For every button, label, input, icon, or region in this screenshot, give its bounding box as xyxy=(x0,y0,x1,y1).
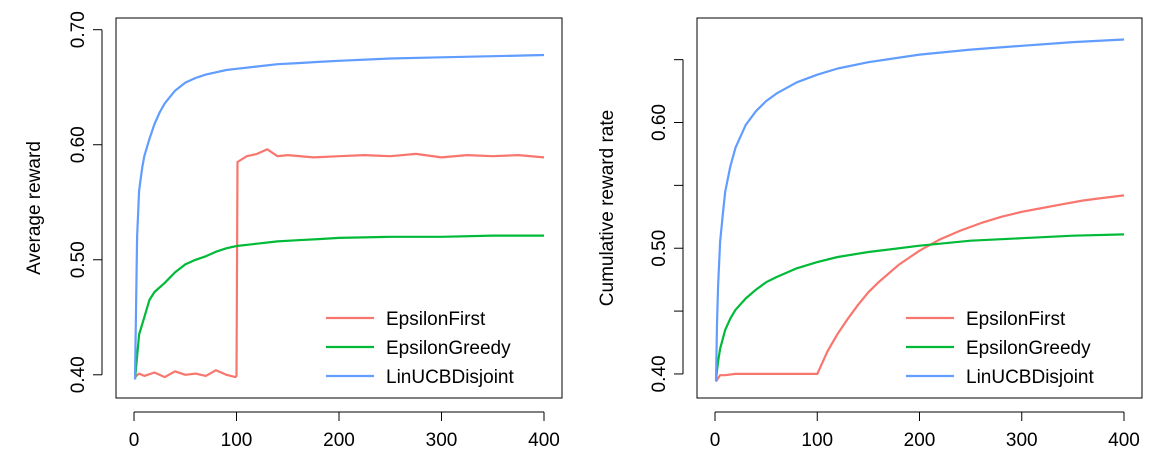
y-axis-title: Cumulative reward rate xyxy=(597,110,618,306)
left-chart-panel: 0 100 200 300 400 0.40 0.50 0.60 0.70 Average rew… xyxy=(24,11,563,451)
legend-label-epsilonfirst: EpsilonFirst xyxy=(966,309,1066,330)
x-tick-label: 100 xyxy=(801,430,833,451)
series-line-epsilonfirst xyxy=(715,194,1125,383)
y-tick-label: 0.50 xyxy=(68,241,89,278)
x-tick-label: 100 xyxy=(221,430,253,451)
plot-frame xyxy=(115,17,563,399)
x-tick-label: 400 xyxy=(528,430,560,451)
y-axis: 0.40 0.50 0.60 xyxy=(649,59,684,392)
x-tick-label: 0 xyxy=(129,430,140,451)
x-tick-label: 200 xyxy=(323,430,355,451)
legend-label-epsilongreedy: EpsilonGreedy xyxy=(386,338,511,359)
y-axis-title: Average reward xyxy=(24,141,45,275)
x-tick-label: 300 xyxy=(1006,430,1038,451)
series-line-epsilongreedy xyxy=(714,233,1125,380)
legend-label-linucbdisjoint: LinUCBDisjoint xyxy=(386,367,514,388)
legend: EpsilonFirst EpsilonGreedy LinUCBDisjoint xyxy=(326,309,514,388)
right-chart-panel: 0 100 200 300 400 0.40 0.50 0.60 Cumulative rewa… xyxy=(597,17,1143,451)
plot-frame xyxy=(696,17,1143,399)
x-tick-label: 0 xyxy=(710,430,721,451)
x-axis: 0 100 200 300 400 xyxy=(129,411,560,451)
y-tick-label: 0.60 xyxy=(68,126,89,163)
x-tick-label: 200 xyxy=(904,430,936,451)
series-group xyxy=(133,53,545,380)
y-tick-label: 0.50 xyxy=(649,230,670,267)
y-tick-label: 0.40 xyxy=(649,355,670,392)
legend-label-epsilonfirst: EpsilonFirst xyxy=(386,309,486,330)
y-axis: 0.40 0.50 0.60 0.70 xyxy=(68,11,103,393)
series-line-epsilonfirst xyxy=(134,148,545,379)
series-line-linucbdisjoint xyxy=(133,53,545,380)
x-tick-label: 300 xyxy=(426,430,458,451)
x-tick-label: 400 xyxy=(1108,430,1140,451)
y-tick-label: 0.70 xyxy=(68,11,89,48)
series-line-epsilongreedy xyxy=(133,234,544,380)
legend-label-linucbdisjoint: LinUCBDisjoint xyxy=(966,367,1094,388)
series-line-linucbdisjoint xyxy=(714,38,1125,382)
x-axis: 0 100 200 300 400 xyxy=(710,411,1140,451)
series-group xyxy=(714,38,1125,383)
legend-label-epsilongreedy: EpsilonGreedy xyxy=(966,338,1091,359)
y-tick-label: 0.40 xyxy=(68,356,89,393)
legend: EpsilonFirst EpsilonGreedy LinUCBDisjoint xyxy=(906,309,1094,388)
y-tick-label: 0.60 xyxy=(649,104,670,141)
